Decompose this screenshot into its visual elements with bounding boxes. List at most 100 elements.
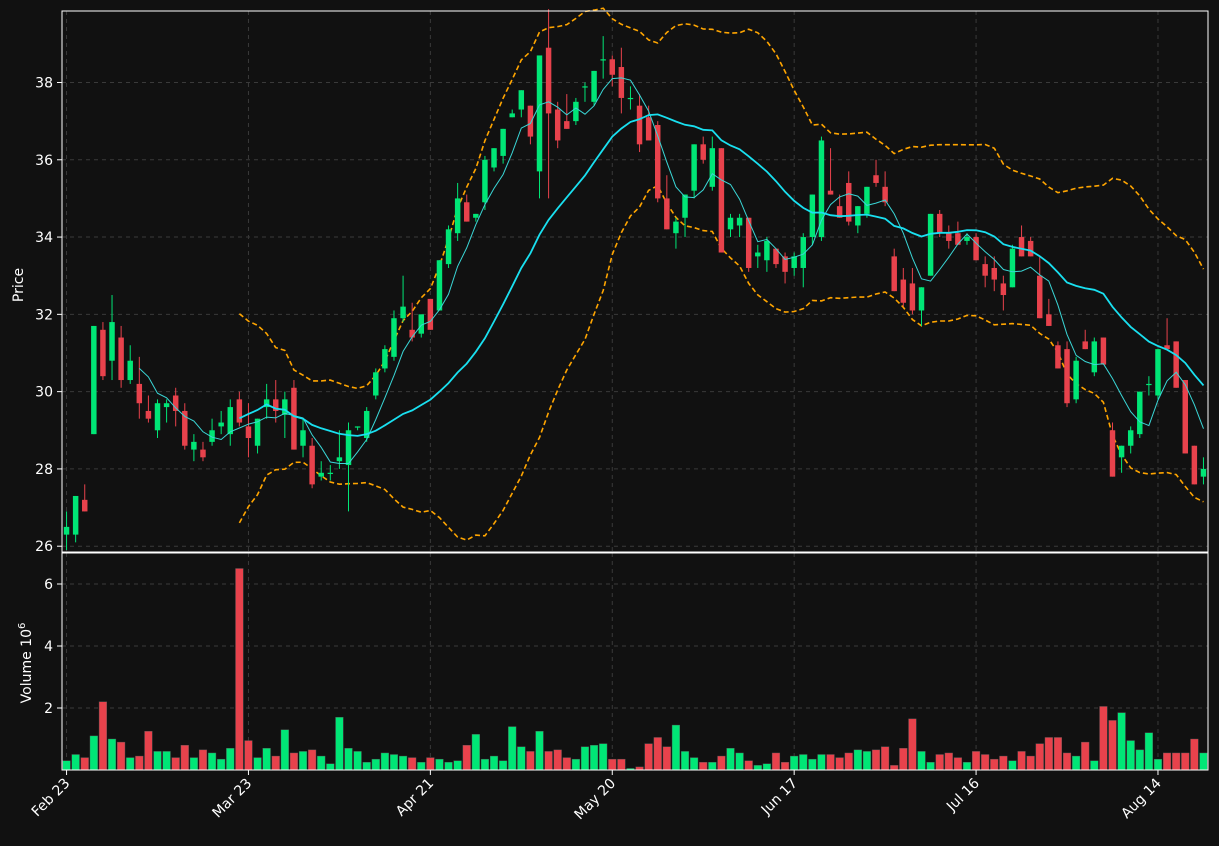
candle [636,94,643,153]
candle [536,55,543,199]
candle-body [600,59,606,61]
candle-body [300,430,306,446]
candle-body [336,457,343,462]
volume-bar [790,755,799,771]
volume-bar [271,755,280,771]
candle-body [273,399,279,411]
volume-bar [1153,758,1163,771]
candle [400,275,406,323]
volume-bar [735,752,744,771]
volume-bar [862,751,871,771]
candle-body [873,175,879,183]
candle [363,407,370,442]
candles [63,9,1207,551]
volume-bar [1044,737,1053,771]
candle-body [591,70,597,102]
candle-body [363,410,370,439]
volume-bar [553,749,562,771]
volume-bar [107,738,117,771]
moving-averages [138,77,1205,464]
candle [1127,426,1134,454]
candle [309,438,315,489]
candle-body [309,445,315,485]
candle [227,399,233,446]
volume-bar [1072,755,1081,771]
volume-bar [899,748,908,771]
candle-body [345,430,352,466]
candle-body [263,399,270,408]
candle-body [491,148,497,168]
volume-bar [226,748,235,771]
candle [691,144,697,199]
volume-bar [435,758,444,771]
candle-body [518,90,525,110]
candle-body [236,399,243,423]
volume-axis-label-base: Volume 10 [19,629,35,703]
volume-bar [717,755,726,771]
candle-body [673,221,679,234]
volume-bar [280,729,289,771]
candle-body [627,97,634,100]
candle [127,345,133,384]
candle-body [72,495,79,535]
candle-body [1182,380,1188,454]
candle-body [964,237,970,241]
volume-bar [1017,751,1026,771]
volume-bar [708,762,717,771]
price-tick-label: 38 [35,75,53,91]
volume-bar [1053,737,1062,771]
candle [955,221,961,245]
candle-body [227,407,233,435]
price-panel-frame [61,10,1209,553]
volume-bar [726,748,735,771]
candle-body [1100,337,1107,365]
candle-body [409,329,415,338]
candle-body [582,86,588,88]
volume-bar [417,762,426,771]
volume-bar [999,755,1008,771]
volume-bar [926,762,935,771]
price-tick-label: 26 [35,539,53,555]
candle [1109,422,1116,477]
volume-bar [808,758,817,771]
candle [1200,457,1207,485]
candle [1018,225,1025,257]
candle [391,310,397,361]
candle-body [527,105,534,137]
volume-grid [62,553,1208,770]
candle-body [63,526,70,535]
volume-bar [1062,752,1072,771]
candle [554,101,561,149]
candle [464,194,470,222]
candle [764,237,770,272]
price-grid [62,11,1208,552]
candle [509,109,515,118]
volume-bar [1144,732,1153,771]
volume-bar [117,741,126,771]
volume-bar [1172,752,1181,771]
candle-body [118,337,124,381]
volume-bar [71,754,80,771]
volume-bar [826,754,835,771]
candle-body [764,240,770,261]
candle [982,256,988,288]
candle [682,194,688,238]
candle [382,345,388,373]
volume-bar [362,762,371,771]
volume-bar [98,701,107,771]
candle [1137,391,1143,439]
volume-bar [217,758,226,771]
volume-bar [389,754,399,771]
candle-body [745,217,752,268]
volume-bar [662,746,671,771]
candle [209,418,215,446]
candle [336,430,343,469]
candle-body [982,264,988,276]
candle-body [445,229,452,265]
candle-body [400,306,406,319]
volume-bar [371,758,380,771]
volume-bar [344,748,353,771]
candle [200,441,206,462]
volume-bar [1163,752,1172,771]
